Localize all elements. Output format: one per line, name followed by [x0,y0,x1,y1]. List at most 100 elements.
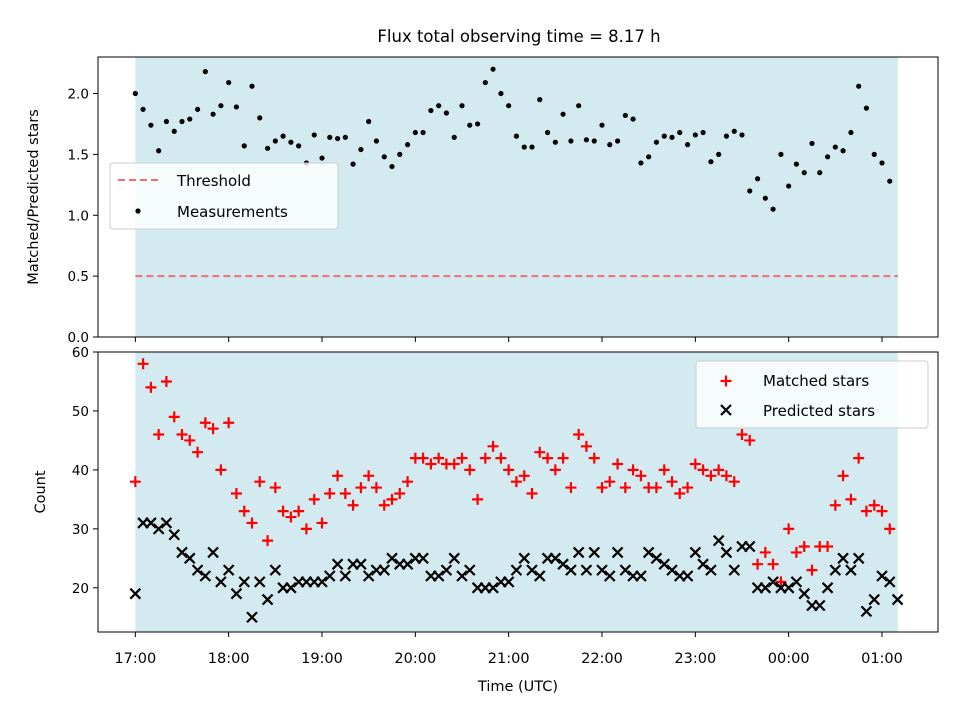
matched-star-point [448,458,460,470]
predicted-star-point [487,582,499,594]
matched-star-point [604,476,616,488]
measurement-point [716,151,722,157]
measurement-point [451,134,457,140]
measurement-point [661,133,667,139]
matched-star-point [402,476,414,488]
predicted-star-point [837,552,849,565]
x-tick-label: 18:00 [208,651,250,667]
measurement-point [747,188,753,194]
predicted-star-point [689,546,702,559]
predicted-star-point [782,582,795,594]
y-tick-label-top: 0.0 [68,330,89,346]
matched-star-point [783,523,795,535]
predicted-star-point [852,552,865,565]
predicted-star-point [417,552,429,565]
measurement-point [319,155,325,161]
predicted-star-point [448,552,461,565]
matched-star-point [518,470,530,482]
measurement-point [334,135,341,142]
predicted-star-point [868,593,881,606]
measurement-point [350,161,356,167]
matched-star-point [464,464,476,476]
matched-star-point [713,464,725,476]
measurement-point [358,146,364,153]
matched-star-point [277,505,289,517]
measurement-point [731,128,737,134]
measurement-point [436,103,442,109]
matched-star-point [619,482,631,494]
predicted-star-point [790,576,803,588]
matched-star-point [510,476,522,488]
axes-frame-top [97,56,939,338]
measurement-point [630,116,636,122]
measurement-point [638,160,644,166]
measurement-point [793,161,800,167]
matched-star-point [308,493,320,505]
matched-star-point [316,517,328,529]
predicted-star-point [603,570,616,582]
x-tick-label: 23:00 [674,651,716,667]
matched-star-point [230,487,242,499]
matched-star-point [736,429,748,441]
predicted-star-point [813,599,826,612]
measurement-point [513,133,520,139]
matched-star-point [853,452,865,464]
legend-predicted-swatch [720,404,732,416]
measurement-point [264,145,271,151]
matched-star-point [215,464,227,476]
matched-star-point [370,482,382,494]
x-axis-label: Time (UTC) [477,679,558,695]
measurement-point [140,106,146,112]
predicted-star-point [253,576,266,588]
matched-star-point [666,476,678,488]
matched-star-point [207,423,219,435]
measurement-point [148,122,154,128]
measurement-point [778,151,784,157]
legend-predicted-label: Predicted stars [763,402,875,420]
predicted-star-point [238,576,251,588]
measurement-point [529,144,535,150]
measurement-point [552,139,558,145]
y-tick-label-top: 2.0 [68,87,89,103]
predicted-star-point [642,546,655,559]
measurement-point [179,118,185,125]
matched-star-point [262,535,274,547]
matched-star-point [635,470,647,482]
matched-star-point [612,458,624,470]
matched-star-point [238,505,250,517]
measurement-point [474,121,481,127]
legend-threshold-label: Threshold [176,172,251,190]
matched-star-point [378,499,390,511]
predicted-star-point [386,552,398,565]
y-tick-label-bottom: 20 [72,581,89,597]
matched-star-point [798,541,810,553]
measurement-point [887,178,893,184]
measurement-point [381,154,387,160]
y-tick-label-top: 0.5 [68,269,89,285]
matched-star-point [339,487,351,499]
measurement-point [708,159,714,165]
measurement-point [692,132,698,138]
matched-star-point [822,541,834,553]
matched-star-point [199,417,211,429]
measurement-point [560,111,566,117]
predicted-star-point [145,517,157,529]
predicted-star-point [611,546,624,559]
predicted-star-point [860,605,873,618]
measurement-point [132,90,138,97]
measurement-point [218,103,224,109]
predicted-star-point [339,570,352,582]
matched-star-point [285,511,297,523]
measurement-point [482,79,488,86]
matched-star-point [176,429,188,441]
measurement-point [568,138,574,144]
measurement-point [420,129,426,136]
measurement-point [544,129,551,136]
measurement-point [249,83,255,89]
matched-star-point [479,452,491,464]
matched-star-point [386,493,398,505]
measurement-point [677,129,683,136]
measurement-point [622,112,628,119]
x-tick-label: 21:00 [488,651,530,667]
measurement-point [156,148,162,154]
